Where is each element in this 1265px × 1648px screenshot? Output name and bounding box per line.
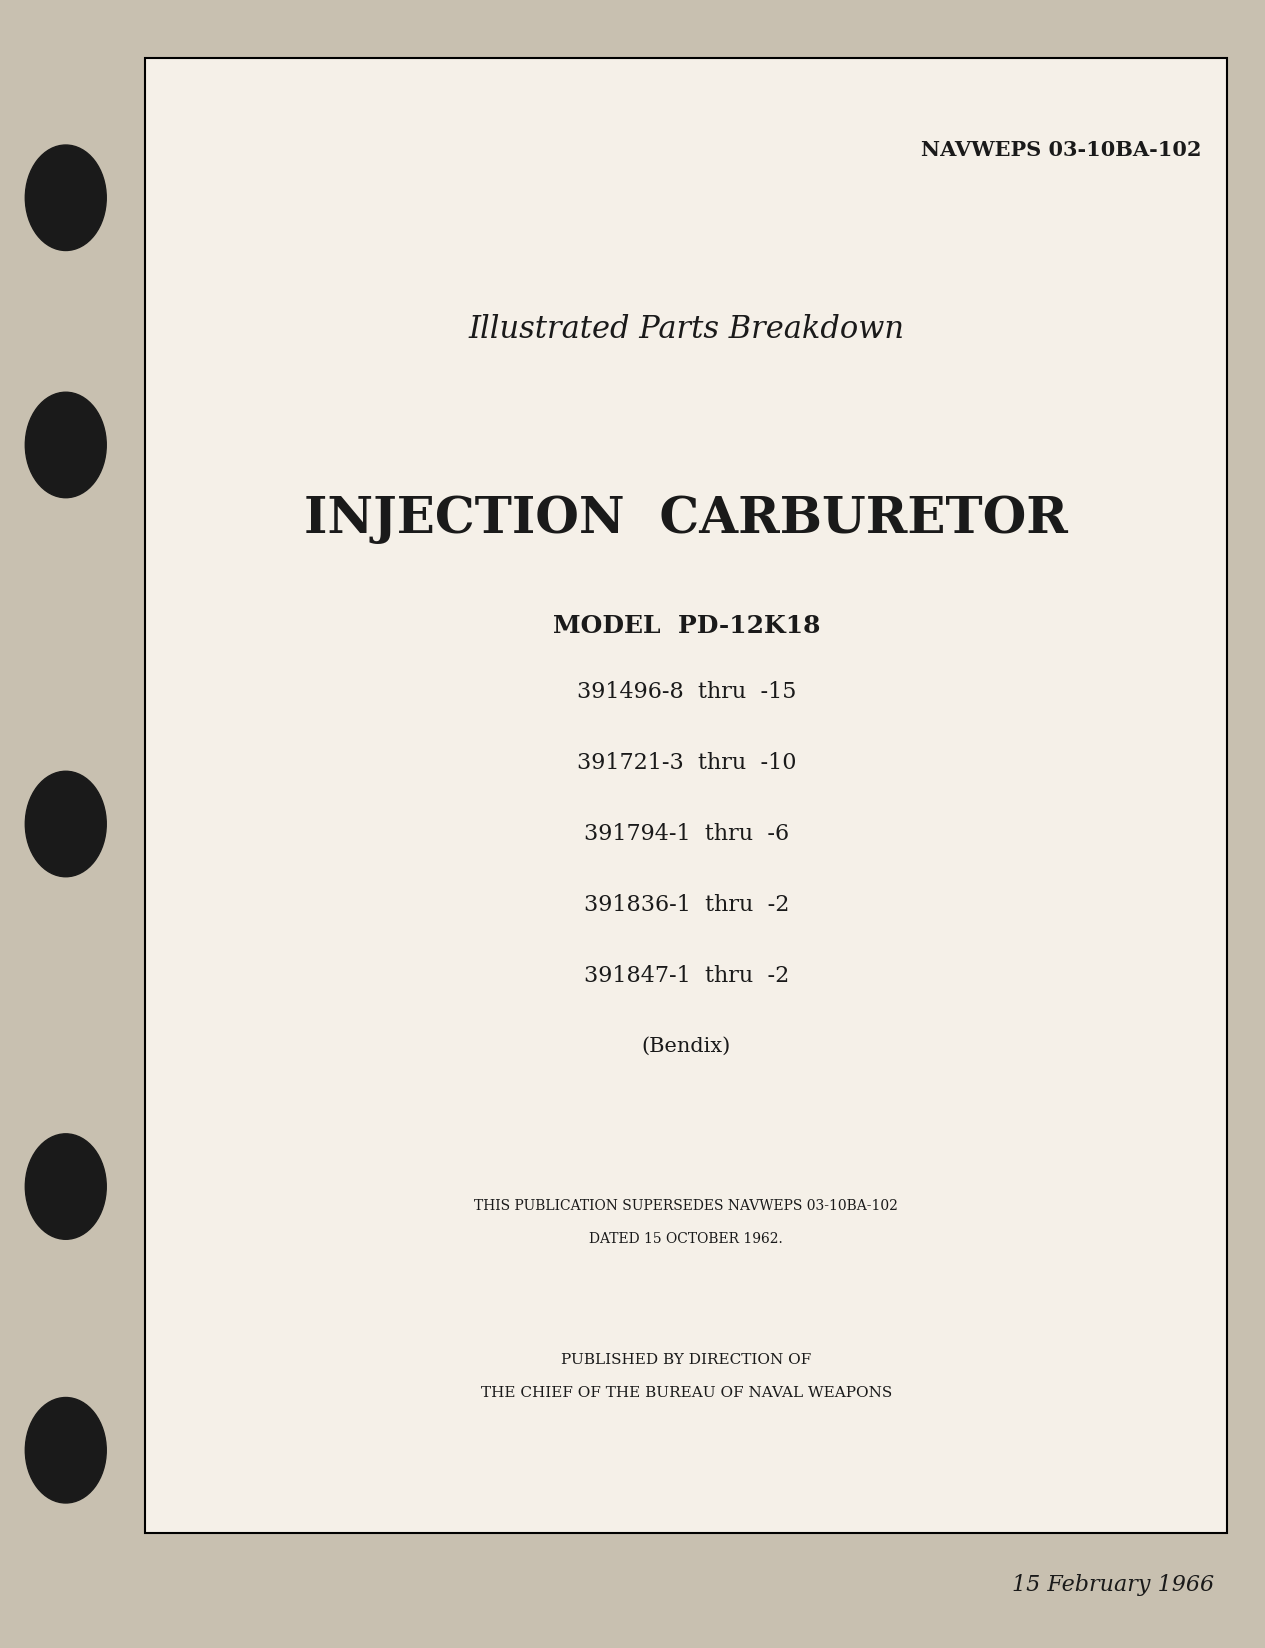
Circle shape: [25, 1134, 106, 1239]
Text: NAVWEPS 03-10BA-102: NAVWEPS 03-10BA-102: [921, 140, 1202, 160]
Text: 391721-3  thru  -10: 391721-3 thru -10: [577, 751, 796, 775]
Text: DATED 15 OCTOBER 1962.: DATED 15 OCTOBER 1962.: [589, 1233, 783, 1246]
Text: THIS PUBLICATION SUPERSEDES NAVWEPS 03-10BA-102: THIS PUBLICATION SUPERSEDES NAVWEPS 03-1…: [474, 1200, 898, 1213]
Text: 391794-1  thru  -6: 391794-1 thru -6: [583, 822, 789, 845]
Text: THE CHIEF OF THE BUREAU OF NAVAL WEAPONS: THE CHIEF OF THE BUREAU OF NAVAL WEAPONS: [481, 1386, 892, 1399]
Text: 15 February 1966: 15 February 1966: [1012, 1574, 1214, 1595]
Text: 391496-8  thru  -15: 391496-8 thru -15: [577, 681, 796, 704]
Text: 391836-1  thru  -2: 391836-1 thru -2: [583, 893, 789, 916]
Circle shape: [25, 1398, 106, 1503]
Text: (Bendix): (Bendix): [641, 1037, 731, 1056]
Circle shape: [25, 392, 106, 498]
FancyBboxPatch shape: [145, 58, 1227, 1533]
Text: INJECTION  CARBURETOR: INJECTION CARBURETOR: [305, 494, 1068, 544]
Circle shape: [25, 145, 106, 250]
Text: PUBLISHED BY DIRECTION OF: PUBLISHED BY DIRECTION OF: [562, 1353, 811, 1366]
Text: Illustrated Parts Breakdown: Illustrated Parts Breakdown: [468, 315, 904, 344]
Text: 391847-1  thru  -2: 391847-1 thru -2: [583, 964, 789, 987]
Text: MODEL  PD-12K18: MODEL PD-12K18: [553, 615, 820, 638]
Circle shape: [25, 771, 106, 877]
